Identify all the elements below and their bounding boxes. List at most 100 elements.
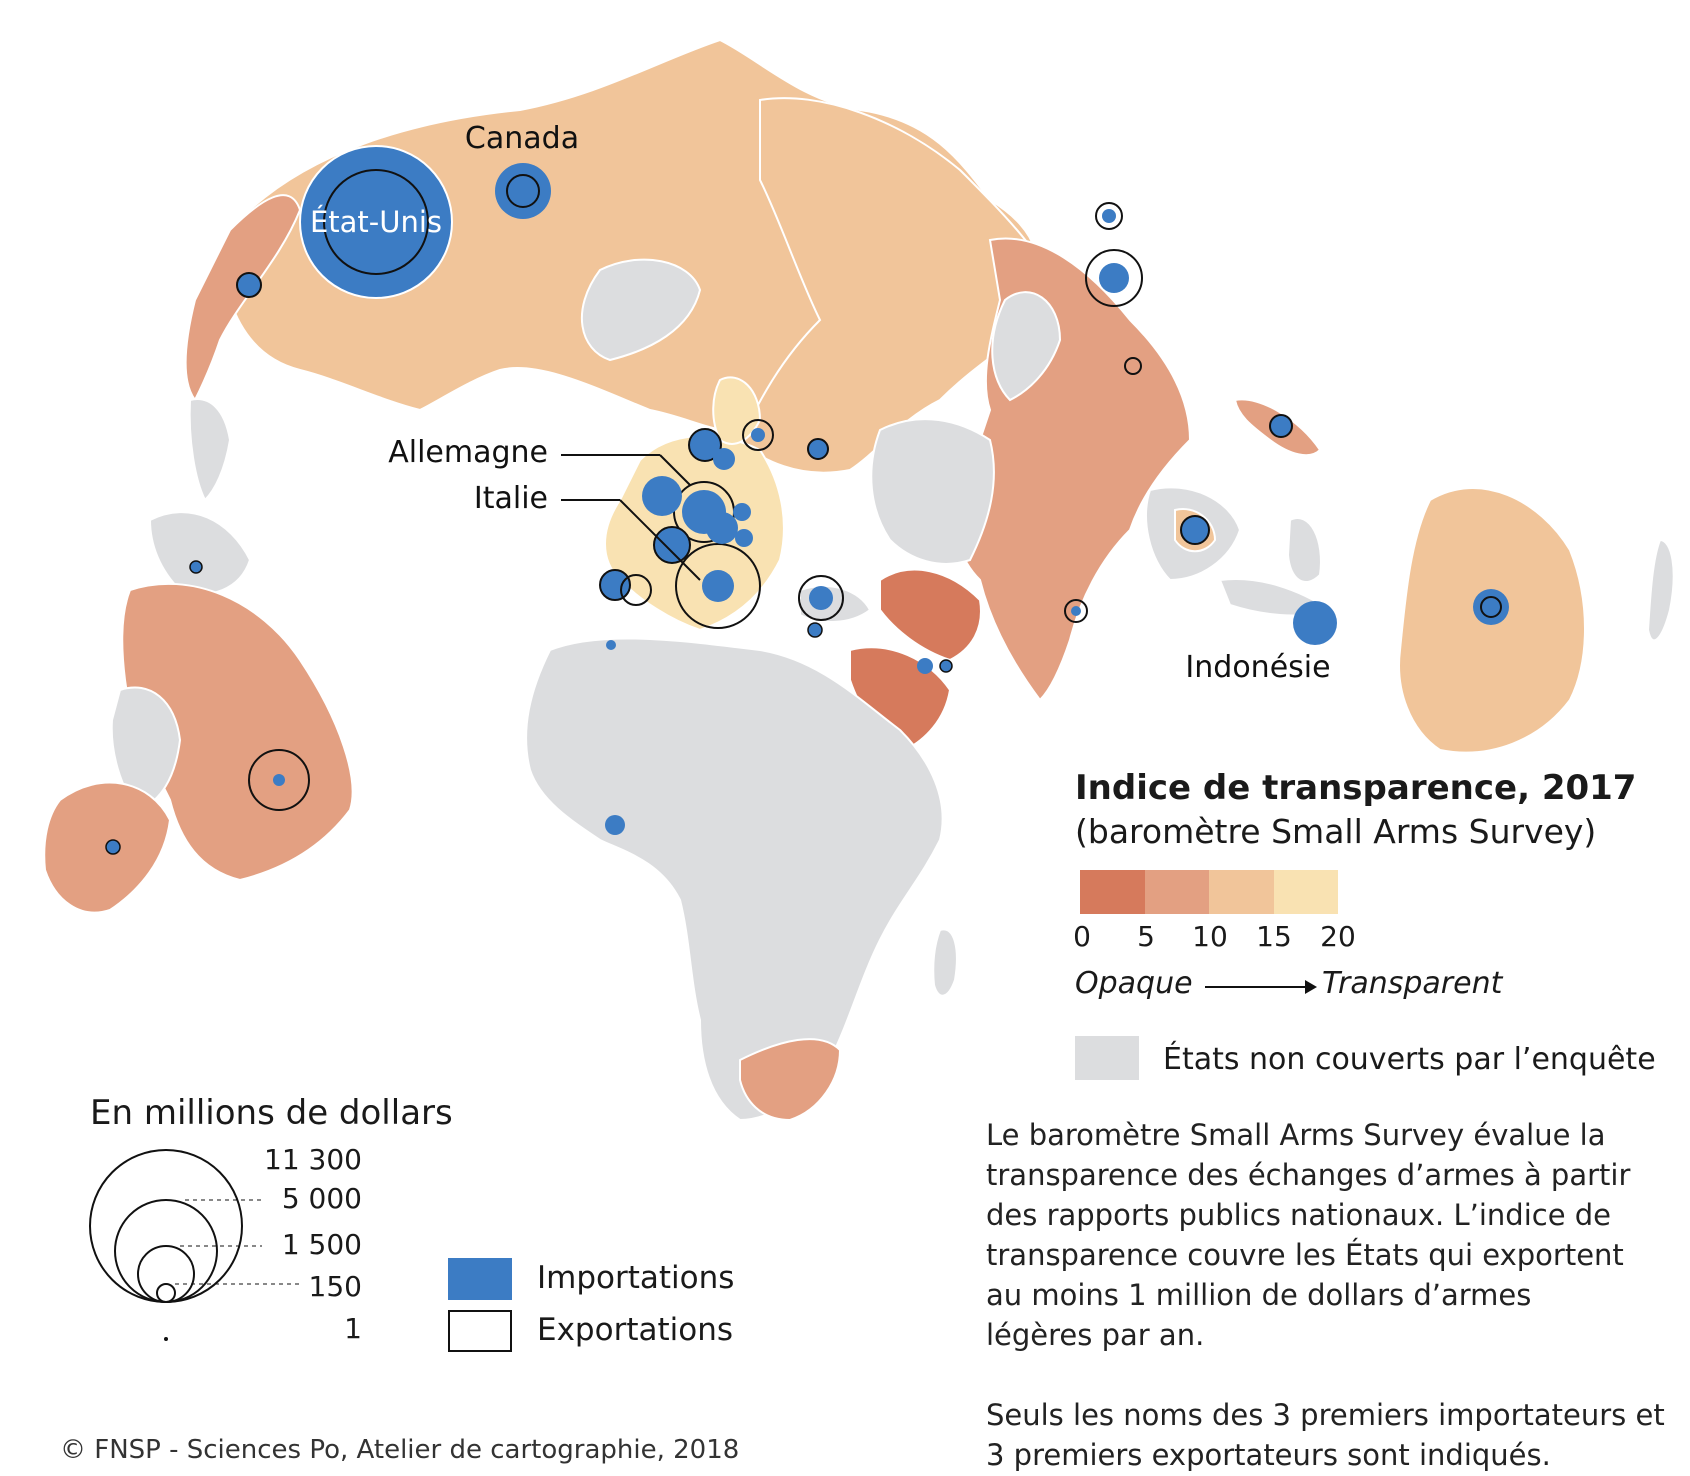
italy-label: Italie: [474, 481, 548, 516]
credit: © FNSP - Sciences Po, Atelier de cartogr…: [60, 1435, 740, 1465]
greenland-region: [580, 258, 702, 362]
note-paragraph-2: Seuls les noms des 3 premiers importateu…: [986, 1398, 1665, 1472]
saudi-circle: [917, 658, 933, 674]
italy-imports-circle: [702, 570, 734, 602]
transparent-label: Transparent: [1322, 966, 1503, 1001]
size-circle-5000: [114, 1199, 218, 1303]
size-circle-11300: [89, 1149, 243, 1303]
legend-subtitle: (baromètre Small Arms Survey): [1075, 812, 1597, 851]
size-value-1: 1: [344, 1312, 362, 1345]
south-africa-region: [739, 1038, 842, 1122]
new-zealand-region: [1646, 538, 1675, 642]
argentina-circle: [105, 839, 121, 855]
note-paragraph-1: Le baromètre Small Arms Survey évalue la…: [986, 1118, 1631, 1352]
turkey-dot: [809, 586, 833, 610]
size-value-11300: 11 300: [264, 1143, 362, 1176]
australia-imports-circle: [1473, 589, 1509, 625]
peru-region: [110, 686, 182, 812]
scandinavia-region: [712, 376, 762, 445]
legend-title: Indice de transparence, 2017: [1075, 768, 1637, 808]
japan-circle: [1095, 202, 1123, 230]
usa-label: État-Unis: [310, 205, 442, 239]
scale-5-10: [1144, 870, 1209, 914]
india-circle: [1064, 599, 1088, 623]
europe-circle-6-dot: [751, 428, 765, 442]
philippines-region: [1286, 517, 1322, 584]
central-america-region: [188, 398, 232, 502]
tick-10: 10: [1192, 920, 1228, 953]
scale-0-5: [1080, 870, 1145, 914]
size-circle-1: [164, 1337, 168, 1341]
usa-coast-region: [184, 194, 302, 402]
europe-circle-4: [735, 529, 753, 547]
japan-dot: [1102, 209, 1116, 223]
imports-swatch: [448, 1258, 512, 1300]
philippines-circle: [1269, 414, 1293, 438]
arrow-right-icon: [1205, 980, 1317, 994]
europe-circle-1: [653, 526, 691, 564]
france-circle: [642, 476, 682, 516]
thailand-circle: [1180, 515, 1210, 545]
central-asia-region: [870, 418, 995, 565]
brazil-dot: [273, 774, 285, 786]
italy-leader-2: [619, 499, 701, 581]
scale-15-20: [1273, 870, 1338, 914]
size-legend: [89, 1149, 303, 1341]
spain-circle: [599, 569, 631, 601]
size-legend-title: En millions de dollars: [90, 1093, 453, 1133]
korea-imports-circle: [1099, 263, 1129, 293]
imports-label: Importations: [537, 1260, 735, 1296]
tick-20: 20: [1320, 920, 1356, 953]
europe-circle-5: [713, 448, 735, 470]
germany-leader-2: [659, 454, 691, 486]
size-value-150: 150: [308, 1270, 362, 1303]
europe-circle-2: [706, 512, 738, 544]
russia-circle: [807, 438, 829, 460]
size-value-1500: 1 500: [281, 1228, 362, 1261]
tick-15: 15: [1256, 920, 1292, 953]
africa-circle-2: [606, 640, 616, 650]
mongolia-region: [991, 291, 1062, 402]
turkey-circle: [798, 575, 844, 621]
usa-imports-circle: [299, 145, 453, 299]
india-dot: [1071, 606, 1081, 616]
spain-exp-circle: [620, 574, 652, 606]
size-circle-150: [156, 1283, 176, 1303]
europe-circle-6: [742, 419, 774, 451]
uk-circle: [688, 428, 722, 462]
europe-circle-3: [733, 503, 751, 521]
africa-circle-1: [605, 815, 625, 835]
korea-exports-circle: [1085, 249, 1143, 307]
germany-label: Allemagne: [388, 435, 548, 470]
mexico-circle: [236, 272, 262, 298]
indonesia-circle: [1293, 601, 1337, 645]
exports-label: Exportations: [537, 1312, 734, 1348]
colombia-circle: [189, 560, 203, 574]
israel-circle: [807, 622, 823, 638]
usa-exports-circle: [323, 169, 429, 275]
indonesia-label: Indonésie: [1185, 650, 1330, 685]
size-circle-1500: [137, 1245, 195, 1303]
bubbles: [105, 145, 1509, 855]
exports-swatch: [448, 1310, 512, 1352]
brazil-exports-circle: [248, 749, 310, 811]
not-covered-label: États non couverts par l’enquête: [1163, 1042, 1656, 1077]
iran-region: [879, 568, 982, 662]
not-covered-swatch: [1075, 1036, 1139, 1080]
italy-exports-circle: [675, 543, 761, 629]
canada-exports-circle: [506, 174, 540, 208]
tick-0: 0: [1073, 920, 1091, 953]
scale-10-15: [1209, 870, 1274, 914]
transparency-scale: [1080, 870, 1338, 914]
canada-label: Canada: [465, 121, 579, 156]
australia-exports-circle: [1480, 596, 1502, 618]
china-circle: [1124, 357, 1142, 375]
size-value-5000: 5 000: [281, 1182, 362, 1215]
tick-5: 5: [1137, 920, 1155, 953]
colombia-region: [148, 511, 252, 595]
madagascar-region: [932, 928, 958, 997]
opaque-label: Opaque: [1075, 966, 1193, 1001]
uae-circle: [939, 659, 953, 673]
canada-imports-circle: [495, 163, 551, 219]
